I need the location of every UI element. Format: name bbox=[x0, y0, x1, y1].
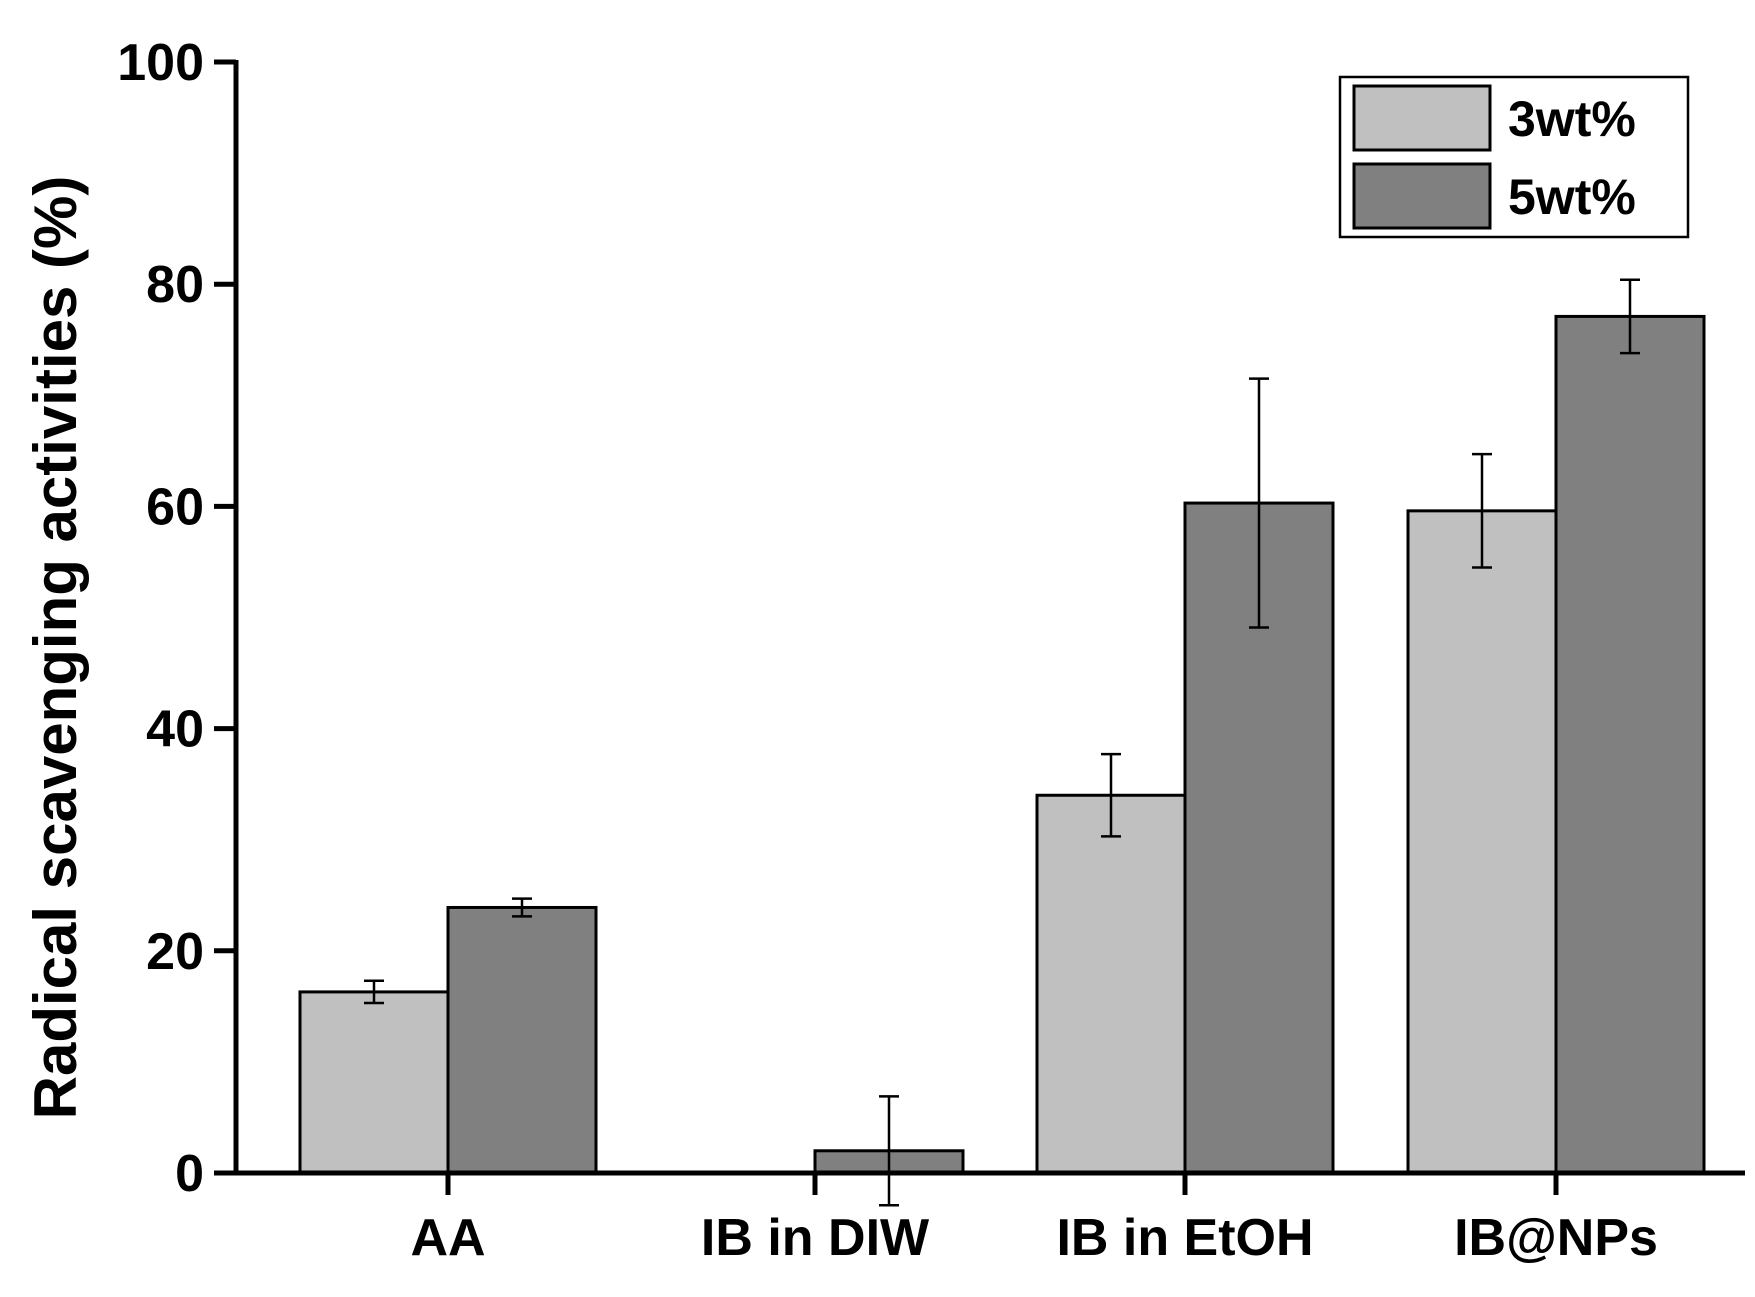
error-bars-layer bbox=[364, 278, 1640, 1207]
error-bar bbox=[1472, 452, 1492, 569]
legend-label: 3wt% bbox=[1508, 91, 1636, 147]
error-bar bbox=[1249, 377, 1269, 629]
legend-swatch-5wt bbox=[1352, 162, 1492, 230]
bars-layer bbox=[298, 314, 1706, 1175]
y-axis-title: Radical scavenging activities (%) bbox=[22, 176, 89, 1120]
x-categories: AA IB in DIW IB in EtOH IB@NPs bbox=[410, 1173, 1658, 1267]
legend-items: 3wt% 5wt% bbox=[1352, 84, 1636, 230]
x-category-label: IB@NPs bbox=[1454, 1209, 1658, 1267]
y-tick-label: 100 bbox=[117, 34, 204, 92]
bar-3wt bbox=[1406, 509, 1558, 1175]
y-tick-label: 20 bbox=[146, 923, 204, 981]
x-category-label: IB in EtOH bbox=[1056, 1209, 1313, 1267]
error-bar bbox=[364, 979, 384, 1005]
x-category-label: AA bbox=[410, 1209, 485, 1267]
legend: 3wt% 5wt% bbox=[1338, 75, 1690, 239]
legend-swatch-3wt bbox=[1352, 84, 1492, 152]
error-bar bbox=[512, 897, 532, 918]
x-category-label: IB in DIW bbox=[701, 1209, 930, 1267]
error-bar bbox=[1620, 278, 1640, 355]
y-tick-label: 80 bbox=[146, 256, 204, 314]
axes-layer bbox=[233, 60, 1745, 1176]
y-ticks: 0 20 40 60 80 100 bbox=[117, 34, 236, 1203]
bar-5wt bbox=[1554, 314, 1706, 1175]
bar-3wt bbox=[1035, 793, 1187, 1175]
bar-3wt bbox=[298, 990, 450, 1175]
legend-label: 5wt% bbox=[1508, 169, 1636, 225]
error-bar bbox=[879, 1095, 899, 1207]
bar-5wt bbox=[446, 905, 598, 1175]
y-tick-label: 60 bbox=[146, 478, 204, 536]
y-tick-label: 40 bbox=[146, 701, 204, 759]
error-bar bbox=[1101, 752, 1121, 838]
y-tick-label: 0 bbox=[175, 1145, 204, 1203]
